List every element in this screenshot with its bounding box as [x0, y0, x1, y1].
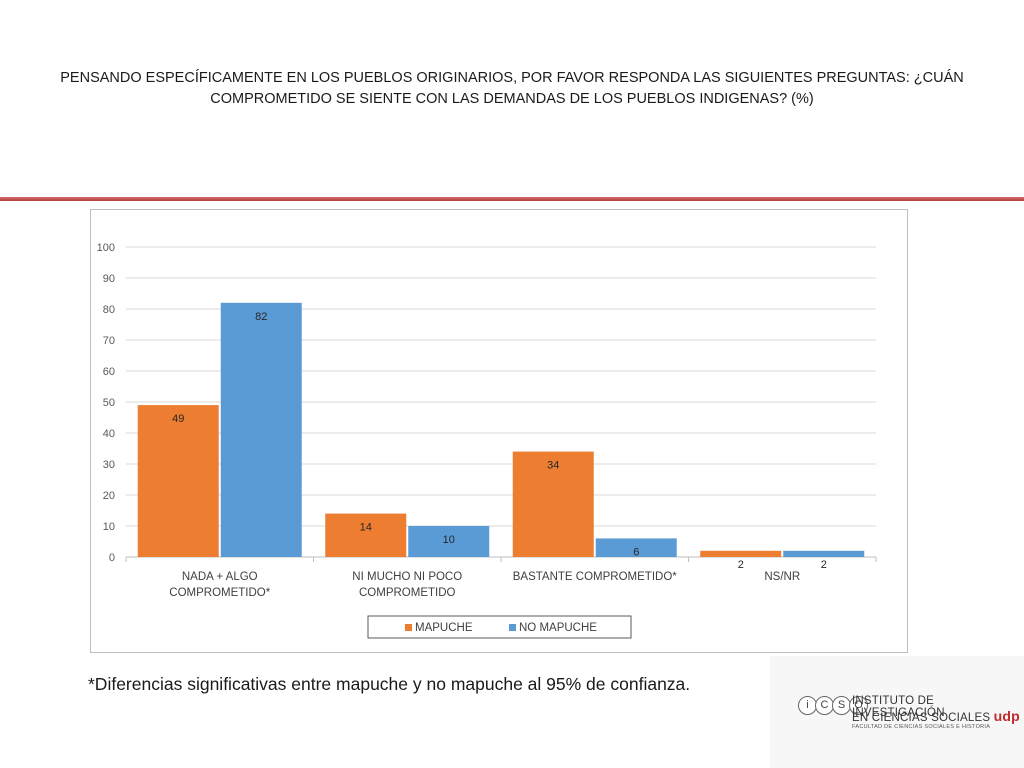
logo-faculty: FACULTAD DE CIENCIAS SOCIALES E HISTORIA [852, 724, 991, 730]
bar-chart: 0 10 20 30 40 50 60 70 80 90 100 49 82 NADA + ALGO COM… [97, 242, 877, 639]
logo-badge-i: i [798, 696, 817, 715]
data-label-mapuche-2: 34 [547, 460, 559, 472]
bar-mapuche-1 [325, 513, 407, 557]
y-tick-label-70: 70 [103, 335, 115, 347]
y-tick-label-90: 90 [103, 273, 115, 285]
data-label-mapuche-0: 49 [172, 413, 184, 425]
legend-swatch-no-mapuche [509, 624, 516, 631]
chart-frame: 0 10 20 30 40 50 60 70 80 90 100 49 82 NADA + ALGO COM… [90, 209, 908, 653]
slide-title: PENSANDO ESPECÍFICAMENTE EN LOS PUEBLOS … [60, 68, 964, 110]
bar-mapuche-2 [512, 451, 594, 557]
data-label-no-mapuche-1: 10 [443, 534, 455, 546]
data-label-no-mapuche-3: 2 [821, 559, 827, 571]
y-tick-label-30: 30 [103, 459, 115, 471]
legend-label-no-mapuche: NO MAPUCHE [519, 622, 597, 634]
footnote: *Diferencias significativas entre mapuch… [88, 674, 691, 694]
legend-label-mapuche: MAPUCHE [415, 622, 473, 634]
x-category-label-2-0: BASTANTE COMPROMETIDO* [513, 571, 678, 583]
y-tick-label-40: 40 [103, 428, 115, 440]
y-tick-label-60: 60 [103, 366, 115, 378]
icso-logo-badges: i C S O [798, 696, 868, 715]
bar-no-mapuche-2 [595, 538, 677, 557]
logo-subtitle-text: EN CIENCIAS SOCIALES [852, 712, 991, 724]
logo-udp-brand: udp [993, 708, 1020, 724]
bar-no-mapuche-1 [408, 526, 490, 557]
bar-mapuche-3 [700, 550, 782, 557]
x-category-label-0-1: COMPROMETIDO* [169, 587, 270, 599]
slide-title-line-1: PENSANDO ESPECÍFICAMENTE EN LOS PUEBLOS … [60, 70, 964, 86]
data-label-mapuche-3: 2 [738, 559, 744, 571]
legend-box [367, 615, 632, 639]
title-divider [0, 197, 1024, 201]
logo-institute-subtitle: EN CIENCIAS SOCIALES udp [852, 708, 1020, 724]
y-tick-label-10: 10 [103, 521, 115, 533]
data-label-no-mapuche-0: 82 [255, 311, 267, 323]
institute-logo: i C S O INSTITUTO DE INVESTIGACIÓN EN CI… [770, 656, 1024, 768]
y-tick-label-80: 80 [103, 304, 115, 316]
slide-title-line-2: COMPROMETIDO SE SIENTE CON LAS DEMANDAS … [210, 91, 814, 107]
x-category-label-3-0: NS/NR [764, 571, 800, 583]
y-tick-label-50: 50 [103, 397, 115, 409]
bar-no-mapuche-0 [220, 302, 302, 557]
bar-no-mapuche-3 [783, 550, 865, 557]
x-category-label-1-1: COMPROMETIDO [359, 587, 456, 599]
data-label-mapuche-1: 14 [360, 522, 372, 534]
y-tick-label-100: 100 [97, 242, 115, 254]
data-label-no-mapuche-2: 6 [633, 546, 639, 558]
x-category-label-0-0: NADA + ALGO [182, 571, 258, 583]
y-tick-label-20: 20 [103, 490, 115, 502]
bar-mapuche-0 [137, 405, 219, 557]
logo-institute-name: INSTITUTO DE INVESTIGACIÓN [852, 695, 945, 719]
logo-badge-o: O [849, 696, 868, 715]
y-tick-label-0: 0 [109, 552, 115, 564]
x-category-label-1-0: NI MUCHO NI POCO [352, 571, 462, 583]
legend-swatch-mapuche [405, 624, 412, 631]
